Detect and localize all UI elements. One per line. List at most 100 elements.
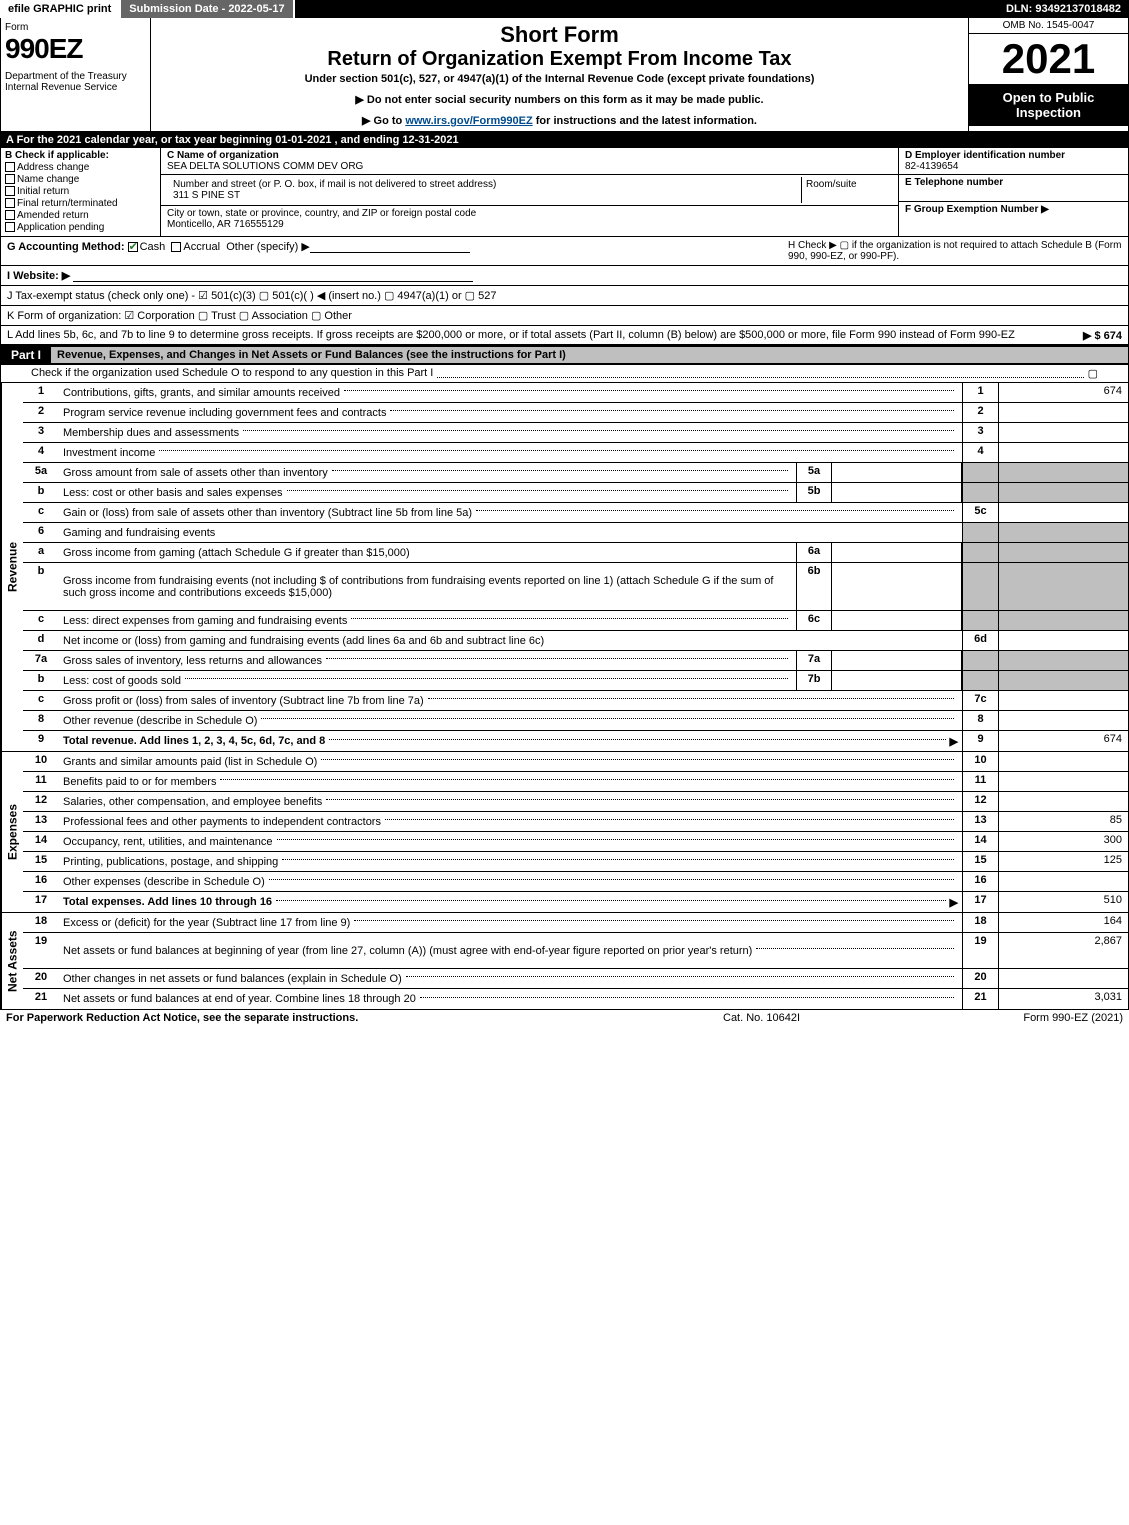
- note-website: ▶ Go to www.irs.gov/Form990EZ for instru…: [157, 114, 962, 127]
- row-h: H Check ▶ ▢ if the organization is not r…: [782, 240, 1122, 262]
- room-suite: Room/suite: [802, 177, 892, 203]
- part1-label: Part I: [1, 346, 51, 364]
- col-c: C Name of organization SEA DELTA SOLUTIO…: [161, 148, 898, 236]
- check-final-return[interactable]: Final return/terminated: [5, 198, 156, 209]
- line-11: 11Benefits paid to or for members11: [23, 772, 1128, 792]
- check-initial-return[interactable]: Initial return: [5, 186, 156, 197]
- val-18: 164: [998, 913, 1128, 932]
- line-6a: aGross income from gaming (attach Schedu…: [23, 543, 1128, 563]
- line-6b: bGross income from fundraising events (n…: [23, 563, 1128, 611]
- check-amended-return[interactable]: Amended return: [5, 210, 156, 221]
- open-to-public: Open to Public Inspection: [969, 84, 1128, 126]
- line-19: 19Net assets or fund balances at beginni…: [23, 933, 1128, 969]
- other-specify-input[interactable]: [310, 241, 470, 253]
- ein-cell: D Employer identification number 82-4139…: [899, 148, 1128, 175]
- group-exemption-cell: F Group Exemption Number ▶: [899, 202, 1128, 228]
- line-14: 14Occupancy, rent, utilities, and mainte…: [23, 832, 1128, 852]
- line-4: 4Investment income4: [23, 443, 1128, 463]
- form-header: Form 990EZ Department of the Treasury In…: [0, 18, 1129, 132]
- check-cash[interactable]: [128, 242, 138, 252]
- part1-bar: Part I Revenue, Expenses, and Changes in…: [0, 345, 1129, 365]
- org-name: SEA DELTA SOLUTIONS COMM DEV ORG: [167, 161, 363, 172]
- irs-link[interactable]: www.irs.gov/Form990EZ: [405, 115, 532, 127]
- val-5c: [998, 503, 1128, 522]
- line-8: 8Other revenue (describe in Schedule O)8: [23, 711, 1128, 731]
- val-16: [998, 872, 1128, 891]
- val-12: [998, 792, 1128, 811]
- line-7b: bLess: cost of goods sold7b: [23, 671, 1128, 691]
- col-def: D Employer identification number 82-4139…: [898, 148, 1128, 236]
- val-17: 510: [998, 892, 1128, 912]
- check-accrual[interactable]: [171, 242, 181, 252]
- val-15: 125: [998, 852, 1128, 871]
- street: 311 S PINE ST: [173, 190, 240, 201]
- expenses-section: Expenses 10Grants and similar amounts pa…: [1, 751, 1128, 912]
- dept-label: Department of the Treasury Internal Reve…: [5, 71, 146, 93]
- schedule-o-check[interactable]: ▢: [1088, 367, 1098, 380]
- line-20: 20Other changes in net assets or fund ba…: [23, 969, 1128, 989]
- val-2: [998, 403, 1128, 422]
- line-6c: cLess: direct expenses from gaming and f…: [23, 611, 1128, 631]
- val-3: [998, 423, 1128, 442]
- line-7a: 7aGross sales of inventory, less returns…: [23, 651, 1128, 671]
- col-b-title: B Check if applicable:: [5, 150, 156, 161]
- line-6d: dNet income or (loss) from gaming and fu…: [23, 631, 1128, 651]
- val-14: 300: [998, 832, 1128, 851]
- line-1: 1Contributions, gifts, grants, and simil…: [23, 383, 1128, 403]
- footer-formref: Form 990-EZ (2021): [923, 1012, 1123, 1024]
- val-13: 85: [998, 812, 1128, 831]
- check-address-change[interactable]: Address change: [5, 162, 156, 173]
- line-16: 16Other expenses (describe in Schedule O…: [23, 872, 1128, 892]
- city: Monticello, AR 716555129: [167, 219, 284, 230]
- org-name-cell: C Name of organization SEA DELTA SOLUTIO…: [161, 148, 898, 175]
- val-19: 2,867: [998, 933, 1128, 968]
- top-bar: efile GRAPHIC print Submission Date - 20…: [0, 0, 1129, 18]
- telephone-cell: E Telephone number: [899, 175, 1128, 202]
- row-j: J Tax-exempt status (check only one) - ☑…: [0, 286, 1129, 306]
- footer-catno: Cat. No. 10642I: [723, 1012, 923, 1024]
- street-cell: Number and street (or P. O. box, if mail…: [161, 175, 898, 206]
- part1-title: Revenue, Expenses, and Changes in Net As…: [51, 347, 1128, 363]
- efile-label: efile GRAPHIC print: [0, 0, 121, 18]
- tax-year: 2021: [969, 34, 1128, 84]
- line-3: 3Membership dues and assessments3: [23, 423, 1128, 443]
- net-assets-section: Net Assets 18Excess or (deficit) for the…: [1, 912, 1128, 1009]
- row-a: A For the 2021 calendar year, or tax yea…: [0, 132, 1129, 148]
- col-b: B Check if applicable: Address change Na…: [1, 148, 161, 236]
- check-name-change[interactable]: Name change: [5, 174, 156, 185]
- line-12: 12Salaries, other compensation, and empl…: [23, 792, 1128, 812]
- revenue-section: Revenue 1Contributions, gifts, grants, a…: [1, 383, 1128, 751]
- line-5c: cGain or (loss) from sale of assets othe…: [23, 503, 1128, 523]
- header-mid: Short Form Return of Organization Exempt…: [151, 18, 968, 131]
- header-left: Form 990EZ Department of the Treasury In…: [1, 18, 151, 131]
- ein: 82-4139654: [905, 161, 1122, 172]
- line-6: 6Gaming and fundraising events: [23, 523, 1128, 543]
- val-4: [998, 443, 1128, 462]
- row-g-h: G Accounting Method: Cash Accrual Other …: [0, 237, 1129, 266]
- footer-paperwork: For Paperwork Reduction Act Notice, see …: [6, 1012, 723, 1024]
- row-l: L Add lines 5b, 6c, and 7b to line 9 to …: [0, 326, 1129, 345]
- website-input[interactable]: [73, 270, 473, 282]
- row-i: I Website: ▶: [0, 266, 1129, 286]
- part1-table: Revenue 1Contributions, gifts, grants, a…: [0, 383, 1129, 1010]
- part1-subcheck: Check if the organization used Schedule …: [0, 365, 1129, 383]
- form-number: 990EZ: [5, 33, 146, 65]
- row-k: K Form of organization: ☑ Corporation ▢ …: [0, 306, 1129, 326]
- line-2: 2Program service revenue including gover…: [23, 403, 1128, 423]
- line-5b: bLess: cost or other basis and sales exp…: [23, 483, 1128, 503]
- title-main: Return of Organization Exempt From Incom…: [157, 48, 962, 71]
- line-17: 17Total expenses. Add lines 10 through 1…: [23, 892, 1128, 912]
- val-8: [998, 711, 1128, 730]
- title-short-form: Short Form: [157, 22, 962, 48]
- header-right: OMB No. 1545-0047 2021 Open to Public In…: [968, 18, 1128, 131]
- form-label: Form: [5, 22, 146, 33]
- line-18: 18Excess or (deficit) for the year (Subt…: [23, 913, 1128, 933]
- line-21: 21Net assets or fund balances at end of …: [23, 989, 1128, 1009]
- omb-number: OMB No. 1545-0047: [969, 18, 1128, 34]
- block-bcdef: B Check if applicable: Address change Na…: [0, 148, 1129, 237]
- val-11: [998, 772, 1128, 791]
- val-20: [998, 969, 1128, 988]
- dln: DLN: 93492137018482: [998, 0, 1129, 18]
- subtitle: Under section 501(c), 527, or 4947(a)(1)…: [157, 73, 962, 85]
- check-application-pending[interactable]: Application pending: [5, 222, 156, 233]
